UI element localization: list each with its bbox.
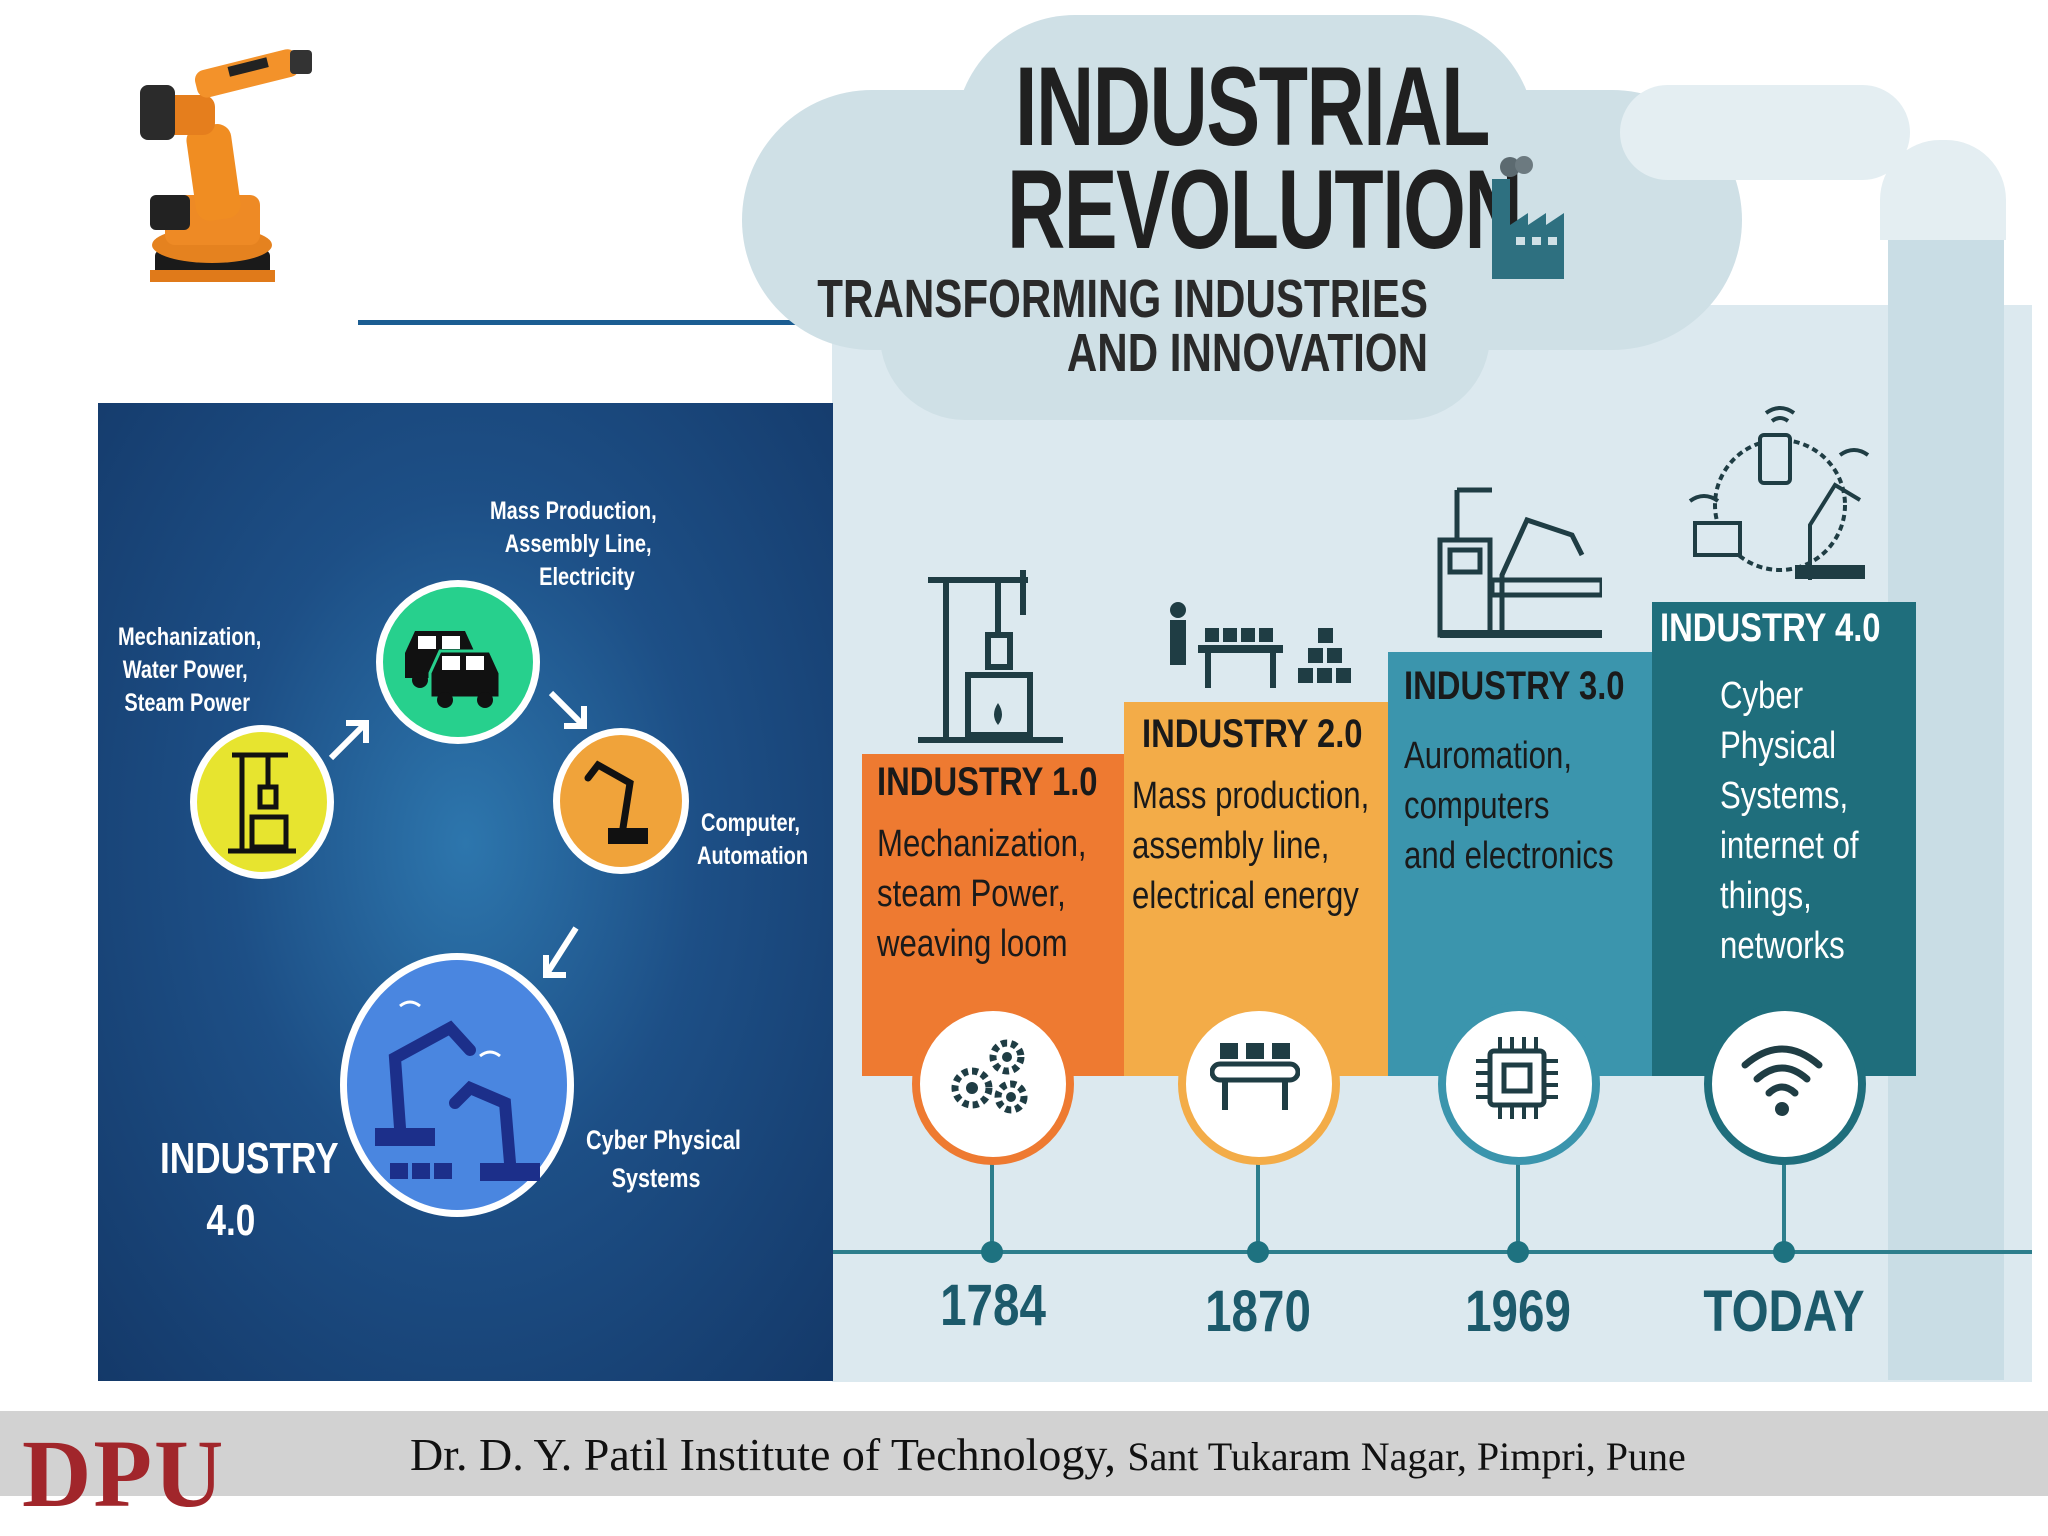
label-line: Automation xyxy=(697,842,809,870)
label-line: Cyber Physical xyxy=(586,1125,741,1155)
stem-4 xyxy=(1782,1160,1786,1250)
cloud-tail xyxy=(1620,85,1910,180)
institute-title: Dr. D. Y. Patil Institute of Technology, xyxy=(410,1429,1116,1480)
industry-1-line: Mechanization, xyxy=(877,823,1087,865)
industry-3-line: computers xyxy=(1404,785,1550,827)
industry-4-line: Systems, xyxy=(1720,775,1849,817)
industry-2-heading: INDUSTRY 2.0 xyxy=(1142,712,1363,756)
industry-2-circle xyxy=(1178,1003,1340,1165)
cyber-physical-label: Cyber Physical Systems xyxy=(586,1121,741,1197)
industry-4-text: INDUSTRY 4.0 Cyber Physical Systems, int… xyxy=(1660,606,1929,971)
mass-production-label: Mass Production, Assembly Line, Electric… xyxy=(490,495,657,594)
industry-4-line: Physical xyxy=(1720,725,1837,767)
timeline-dot xyxy=(1773,1241,1795,1263)
industry-2-line: Mass production, xyxy=(1132,775,1370,817)
arrow-icon xyxy=(328,720,369,761)
year-1870: 1870 xyxy=(1205,1279,1311,1344)
industry-3-line: Auromation, xyxy=(1404,735,1573,777)
year-today: TODAY xyxy=(1703,1279,1865,1344)
factory-icon xyxy=(1492,156,1564,279)
robot-arm-image xyxy=(140,49,312,282)
industry-2-text: INDUSTRY 2.0 Mass production, assembly l… xyxy=(1132,712,1421,921)
industry-1-line: steam Power, xyxy=(877,873,1066,915)
label-line: Water Power, xyxy=(122,656,248,684)
label-line: Electricity xyxy=(539,563,635,591)
industry-4-line: things, xyxy=(1720,875,1812,917)
label-line: INDUSTRY xyxy=(160,1134,339,1183)
industry-3-circle xyxy=(1438,1003,1600,1165)
industry-4-block xyxy=(1652,602,1916,1076)
gears-icon xyxy=(951,1039,1028,1114)
robot-arms-icon xyxy=(375,1000,540,1181)
industry-cycle-panel: Mass Production, Assembly Line, Electric… xyxy=(98,403,833,1381)
title-cloud-top xyxy=(955,15,1535,275)
label-line: Mass Production, xyxy=(490,497,657,525)
title-sub1: TRANSFORMING INDUSTRIES xyxy=(817,269,1428,329)
assembly-line-icon xyxy=(1170,602,1351,688)
cars-icon xyxy=(405,631,502,708)
title-sub2: AND INNOVATION xyxy=(1066,323,1428,383)
arrow-icon xyxy=(548,690,587,729)
chip-icon xyxy=(1476,1037,1558,1119)
label-line: 4.0 xyxy=(206,1196,256,1245)
industry-4-heading: INDUSTRY 4.0 xyxy=(1660,606,1881,650)
stem-1 xyxy=(990,1160,994,1250)
mechanization-label: Mechanization, Water Power, Steam Power xyxy=(118,621,261,720)
industry-3-line: and electronics xyxy=(1404,835,1614,877)
stem-2 xyxy=(1256,1160,1260,1250)
conveyor-icon xyxy=(1210,1043,1300,1110)
iot-network-icon xyxy=(1688,406,1870,580)
timeline-dot xyxy=(1247,1241,1269,1263)
industry-1-heading: INDUSTRY 1.0 xyxy=(877,760,1098,804)
label-line: Mechanization, xyxy=(118,623,262,651)
robot-arm-icon xyxy=(584,760,648,844)
steam-engine-icon xyxy=(918,570,1063,743)
year-1784: 1784 xyxy=(940,1273,1046,1338)
industry40-bubble xyxy=(340,953,574,1217)
arrow-icon xyxy=(543,926,579,978)
industry-4-line: internet of xyxy=(1720,825,1859,867)
year-1969: 1969 xyxy=(1465,1279,1571,1344)
label-line: Assembly Line, xyxy=(504,530,652,558)
industry-3-text: INDUSTRY 3.0 Auromation, computers and e… xyxy=(1404,664,1673,881)
title-cloud-bottom xyxy=(880,250,1490,420)
timeline-line xyxy=(832,1250,2032,1254)
industry-2-line: assembly line, xyxy=(1132,825,1330,867)
industry-1-line: weaving loom xyxy=(877,923,1068,965)
footer-bar xyxy=(0,1411,2048,1496)
industry-4-line: Cyber xyxy=(1720,675,1804,717)
stem-3 xyxy=(1516,1160,1520,1250)
wifi-icon xyxy=(1741,1045,1823,1116)
title-line2: REVOLUTION xyxy=(1007,147,1523,272)
industry-4-line: networks xyxy=(1720,925,1845,967)
label-line: Computer, xyxy=(701,809,800,837)
industry-2-line: electrical energy xyxy=(1132,875,1359,917)
robot-workstation-icon xyxy=(1437,487,1602,638)
computer-label: Computer, Automation xyxy=(697,807,808,873)
label-line: Steam Power xyxy=(124,689,251,717)
dpu-logo: DPU xyxy=(22,1420,226,1527)
industry-1-circle xyxy=(912,1003,1074,1165)
title-line1: INDUSTRIAL xyxy=(1015,44,1490,169)
institute-address: Sant Tukaram Nagar, Pimpri, Pune xyxy=(1127,1434,1686,1479)
robot-bubble xyxy=(553,728,689,874)
institute-name: Dr. D. Y. Patil Institute of Technology,… xyxy=(410,1428,1686,1481)
industry-40-label: INDUSTRY 4.0 xyxy=(160,1128,339,1252)
industry-3-heading: INDUSTRY 3.0 xyxy=(1404,664,1625,708)
steam-engine-icon xyxy=(228,752,296,854)
industry-1-text: INDUSTRY 1.0 Mechanization, steam Power,… xyxy=(877,760,1146,969)
timeline-dot xyxy=(981,1241,1003,1263)
label-line: Systems xyxy=(611,1163,701,1193)
timeline-dot xyxy=(1507,1241,1529,1263)
